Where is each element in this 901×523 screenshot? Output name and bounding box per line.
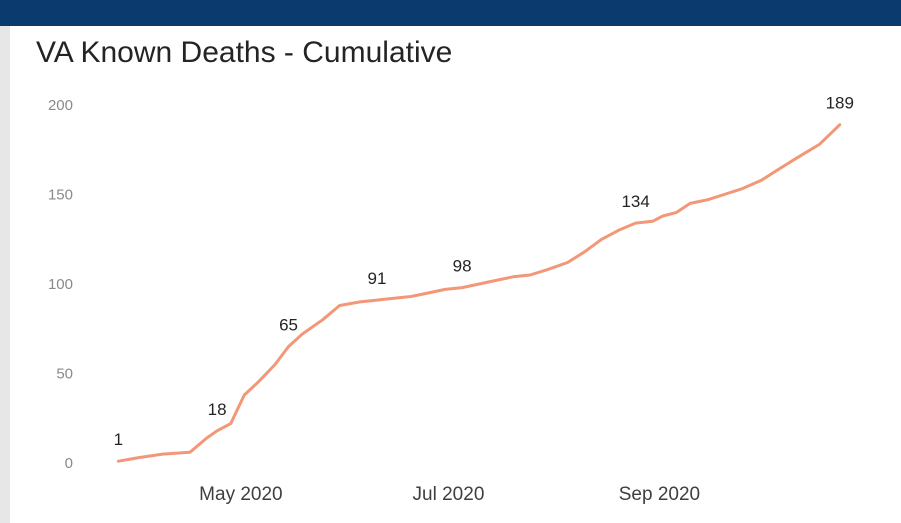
data-label: 18: [208, 400, 227, 419]
data-label: 134: [621, 192, 649, 211]
y-tick-label: 150: [48, 187, 73, 204]
header-bar: [0, 0, 901, 26]
data-label: 65: [279, 316, 298, 335]
data-label: 1: [114, 430, 123, 449]
panel-left-edge: [0, 26, 10, 523]
x-tick-label: May 2020: [199, 484, 282, 505]
series-line: [116, 123, 842, 463]
x-tick-label: Sep 2020: [619, 484, 700, 505]
y-tick-label: 50: [56, 366, 73, 383]
x-tick-label: Jul 2020: [413, 484, 485, 505]
data-label: 189: [826, 94, 854, 113]
y-tick-label: 100: [48, 276, 73, 293]
y-tick-label: 0: [65, 455, 73, 472]
chart-title: VA Known Deaths - Cumulative: [36, 36, 453, 69]
data-label: 91: [368, 269, 387, 288]
data-label: 98: [453, 257, 472, 276]
y-tick-label: 200: [48, 97, 73, 114]
